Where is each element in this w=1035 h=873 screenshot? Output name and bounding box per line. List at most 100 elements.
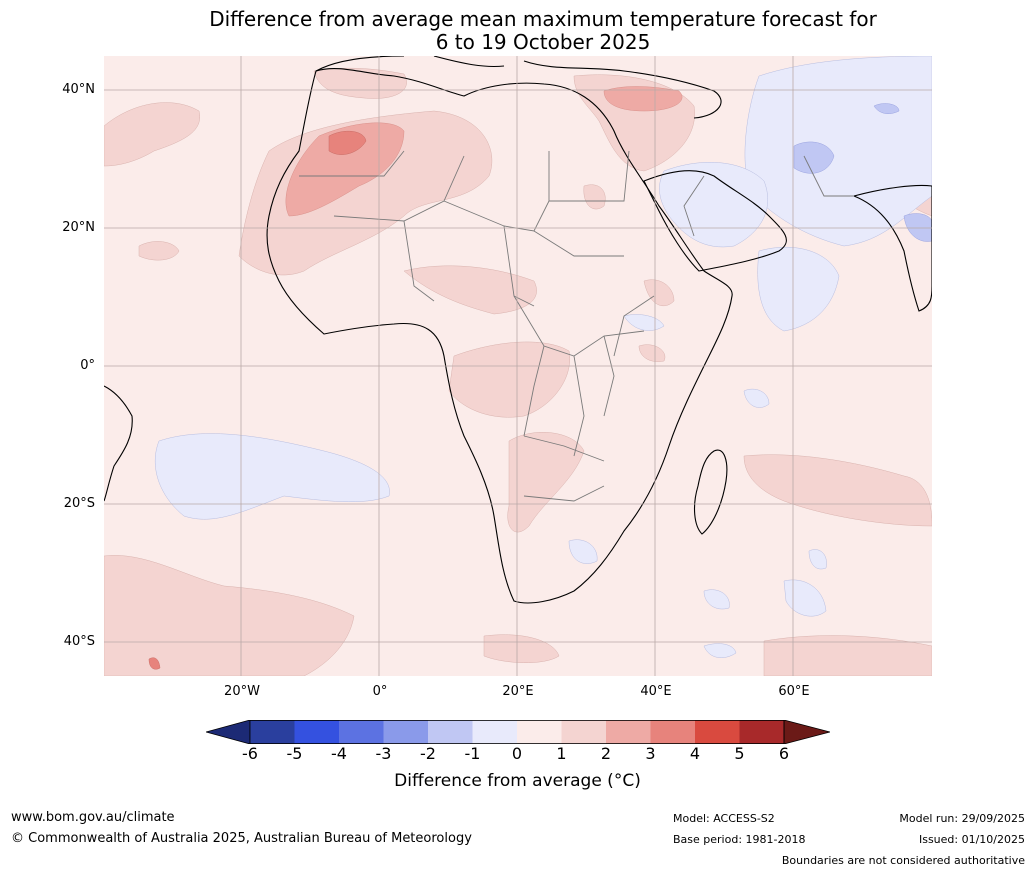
anomaly-regions-neg2-neg1 <box>793 103 932 242</box>
footer-copyright: © Commonwealth of Australia 2025, Austra… <box>11 831 472 846</box>
colorbar-extend-high <box>783 719 832 745</box>
india-coastline <box>852 184 932 312</box>
anomaly-patch <box>793 141 835 174</box>
anomaly-patch <box>873 103 900 114</box>
colorbar-tick-label: -3 <box>375 744 392 763</box>
footer-website[interactable]: www.bom.gov.au/climate <box>11 810 175 825</box>
border-line <box>533 230 624 257</box>
lon-label-0: 0° <box>372 684 388 699</box>
lon-label-20e: 20°E <box>502 684 534 699</box>
border-line <box>803 155 854 197</box>
colorbar-tick-label: 6 <box>778 744 790 763</box>
footer-model: Model: ACCESS-S2 <box>673 812 775 825</box>
anomaly-patch <box>138 241 180 261</box>
anomaly-patch <box>285 122 405 217</box>
colorbar-segment <box>294 720 339 744</box>
border-line <box>523 435 605 462</box>
anomaly-patch <box>643 279 675 306</box>
anomaly-patch <box>638 344 666 362</box>
anomaly-patch <box>743 454 932 527</box>
map-svg <box>104 56 932 676</box>
colorbar-tick-label: -1 <box>464 744 481 763</box>
anomaly-patch <box>104 555 355 676</box>
colorbar-svg <box>204 719 832 745</box>
anomaly-regions-neg1-0 <box>155 56 932 658</box>
colorbar-extend-low <box>204 719 251 745</box>
border-line <box>523 345 545 437</box>
colorbar-tick-label: 3 <box>645 744 656 763</box>
europe-coastline <box>315 56 722 119</box>
border-line <box>573 355 585 457</box>
colorbar-tick-label: 2 <box>600 744 612 763</box>
colorbar-tick-label: 5 <box>734 744 745 763</box>
anomaly-patch <box>703 643 737 658</box>
footer-disclaimer: Boundaries are not considered authoritat… <box>781 854 1025 867</box>
arabia-coastline <box>643 170 787 272</box>
anomaly-patch <box>623 314 665 331</box>
colorbar-segment <box>472 720 517 744</box>
colorbar-segment <box>250 720 295 744</box>
colorbar-tick-label: -4 <box>331 744 347 763</box>
colorbar-frame <box>249 720 785 745</box>
anomaly-patch <box>783 579 827 617</box>
colorbar-tick-label: 1 <box>556 744 567 763</box>
colorbar-segment <box>561 720 606 744</box>
anomaly-patch <box>703 589 730 610</box>
lat-label-20n: 20°N <box>62 220 95 235</box>
colorbar-segment <box>339 720 384 744</box>
lon-label-20w: 20°W <box>224 684 260 699</box>
colorbar-label-end: ) <box>634 771 641 791</box>
anomaly-patch <box>328 130 367 155</box>
anomaly-patch <box>743 388 770 408</box>
colorbar-segment <box>695 720 740 744</box>
colorbar-tick-label: -6 <box>242 744 258 763</box>
border-line <box>403 220 435 302</box>
border-line <box>683 175 705 237</box>
colorbar-tick-label: 0 <box>511 744 523 763</box>
lon-label-60e: 60°E <box>778 684 810 699</box>
colorbar-segment <box>383 720 428 744</box>
anomaly-patch <box>313 67 407 99</box>
anomaly-patch <box>148 657 161 670</box>
forecast-map <box>104 56 932 676</box>
lat-label-40n: 40°N <box>62 82 95 97</box>
anomaly-patch <box>763 635 932 676</box>
anomaly-patch <box>757 247 840 332</box>
lat-label-40s: 40°S <box>63 634 95 649</box>
lat-label-20s: 20°S <box>63 496 95 511</box>
border-line <box>299 150 405 177</box>
colorbar-label: Difference from average (°C) <box>0 771 1035 791</box>
border-line <box>333 155 465 222</box>
colorbar-segment <box>517 720 562 744</box>
colorbar-segment <box>739 720 784 744</box>
colorbar-segment <box>428 720 473 744</box>
colorbar-segment <box>650 720 695 744</box>
footer-issued: Issued: 01/10/2025 <box>918 833 1025 846</box>
colorbar-tick-label: -2 <box>420 744 436 763</box>
anomaly-patch <box>808 549 827 570</box>
anomaly-patch <box>403 265 537 315</box>
anomaly-patch <box>568 539 598 564</box>
lat-lon-grid <box>104 56 932 676</box>
chart-title: Difference from average mean maximum tem… <box>0 8 1035 54</box>
footer-model-run: Model run: 29/09/2025 <box>899 812 1025 825</box>
anomaly-patch <box>903 213 932 242</box>
title-line-2: 6 to 19 October 2025 <box>435 30 651 54</box>
colorbar <box>204 719 832 745</box>
anomaly-patch <box>603 86 683 112</box>
anomaly-patch <box>238 110 493 276</box>
lat-label-equator: 0° <box>80 358 95 373</box>
madagascar-coastline <box>693 449 728 535</box>
border-line <box>603 335 615 417</box>
colorbar-segment <box>606 720 651 744</box>
anomaly-patch <box>659 162 768 248</box>
anomaly-patch <box>155 433 390 520</box>
footer-base-period: Base period: 1981-2018 <box>673 833 806 846</box>
colorbar-tick-label: -5 <box>286 744 303 763</box>
anomaly-patch <box>507 432 585 533</box>
colorbar-label-unit: °C <box>613 771 635 791</box>
south-america-coastline <box>104 385 133 502</box>
colorbar-label-text: Difference from average ( <box>394 771 614 791</box>
anomaly-patch <box>448 341 571 418</box>
border-line <box>523 485 605 502</box>
